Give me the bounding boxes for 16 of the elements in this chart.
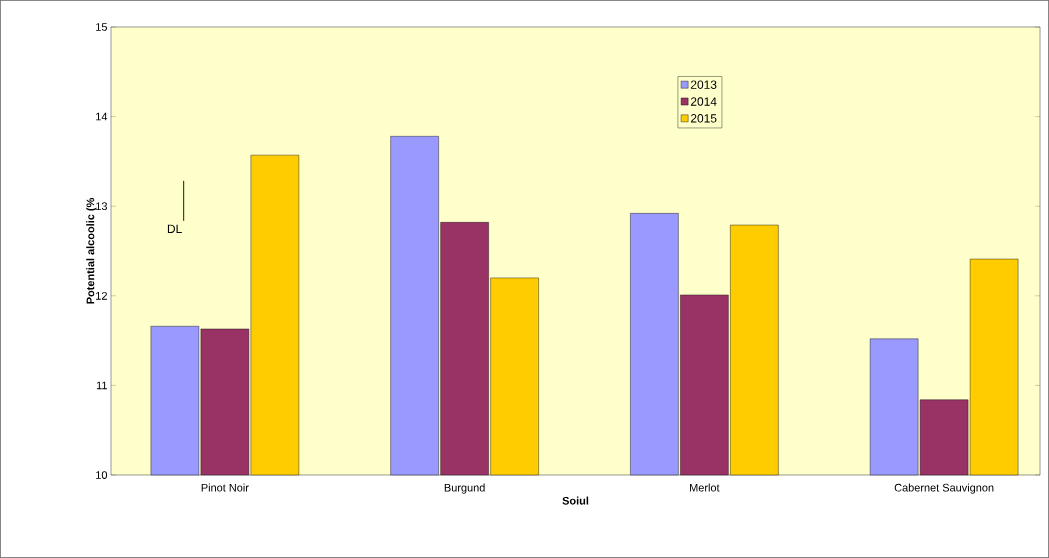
y-tick-label: 15	[96, 23, 108, 31]
x-axis-title: Soiul	[562, 496, 589, 505]
legend-label: 2015	[690, 114, 717, 123]
x-tick-label: Cabernet Sauvignon	[894, 483, 994, 494]
x-tick-label: Pinot Noir	[201, 483, 249, 492]
y-tick-label: 12	[96, 291, 107, 300]
y-tick-label: 10	[96, 471, 108, 479]
annotation: DL	[167, 224, 182, 233]
y-tick-label: 11	[96, 381, 107, 390]
x-tick-label: Burgund	[444, 483, 485, 494]
y-tick-label: 14	[96, 112, 108, 121]
y-tick-label: 13	[96, 202, 107, 211]
y-axis-title: Potential alcoolic (%	[86, 198, 97, 304]
legend-label: 2014	[690, 97, 717, 106]
x-tick-label: Merlot	[690, 483, 720, 492]
legend-label: 2013	[690, 80, 717, 89]
